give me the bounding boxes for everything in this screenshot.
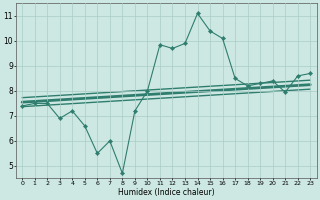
X-axis label: Humidex (Indice chaleur): Humidex (Indice chaleur)	[118, 188, 214, 197]
